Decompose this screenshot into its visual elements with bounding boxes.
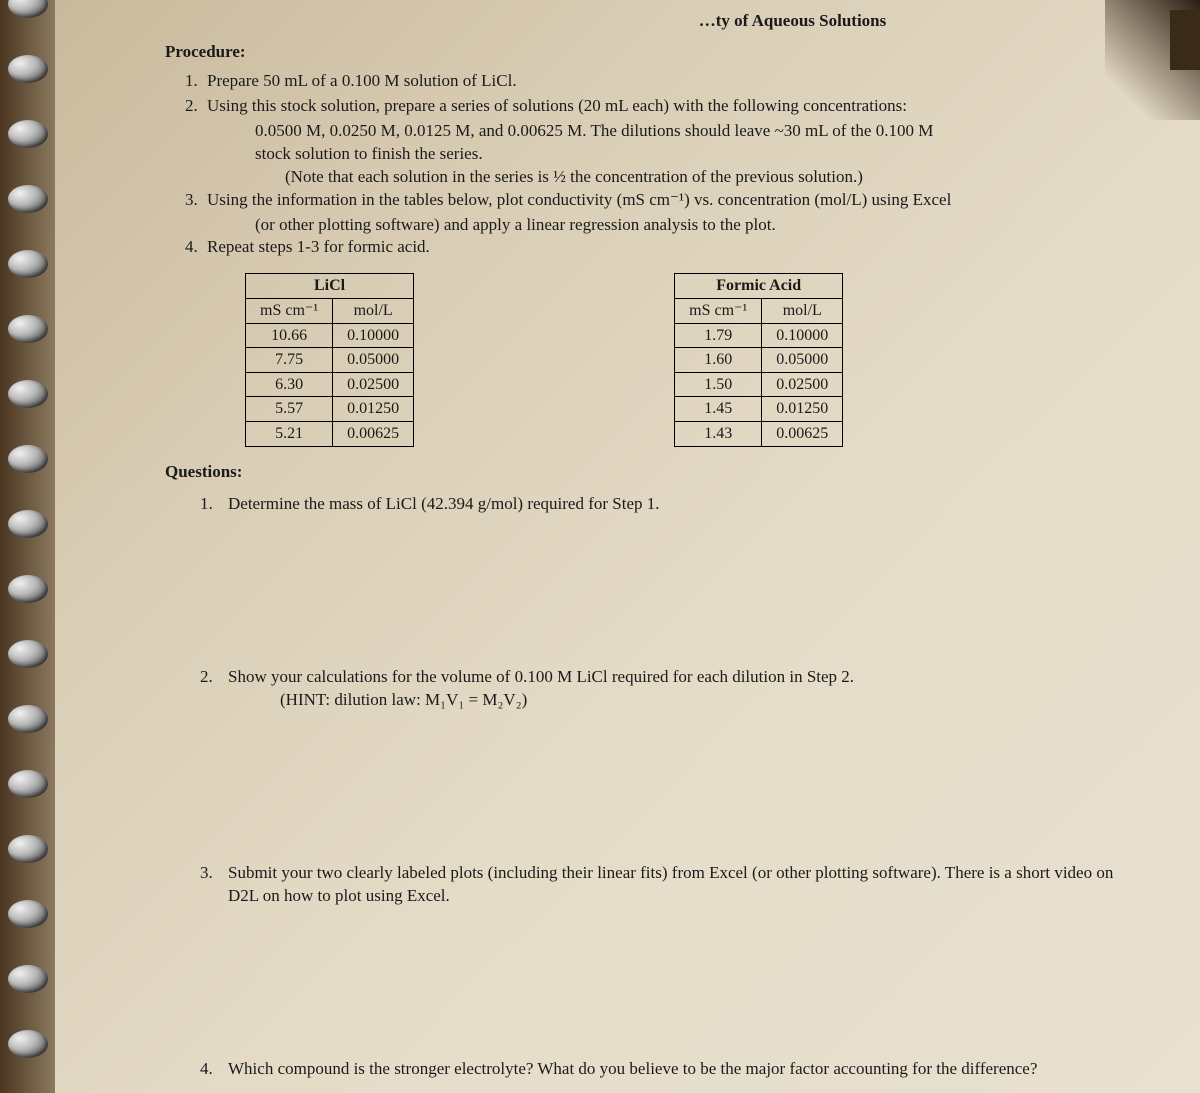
proc-num: 3. [185, 189, 207, 212]
proc-text: Prepare 50 mL of a 0.100 M solution of L… [207, 71, 517, 90]
licl-col2: mol/L [333, 298, 414, 323]
tables-row: LiCl mS cm⁻¹ mol/L 10.660.10000 7.750.05… [245, 273, 1140, 446]
table-row: 7.750.05000 [246, 348, 414, 373]
formic-title: Formic Acid [675, 274, 843, 299]
formic-table: Formic Acid mS cm⁻¹ mol/L 1.790.10000 1.… [674, 273, 843, 446]
question-1: 1.Determine the mass of LiCl (42.394 g/m… [200, 493, 1140, 516]
question-3: 3.Submit your two clearly labeled plots … [200, 862, 1140, 908]
licl-col1: mS cm⁻¹ [246, 298, 333, 323]
table-row: 1.450.01250 [675, 397, 843, 422]
formic-col1: mS cm⁻¹ [675, 298, 762, 323]
table-row: 1.600.05000 [675, 348, 843, 373]
procedure-item-4: 4.Repeat steps 1-3 for formic acid. [185, 236, 1140, 259]
questions-heading: Questions: [165, 461, 1140, 484]
table-row: 1.790.10000 [675, 323, 843, 348]
proc-sub-b: stock solution to finish the series. [255, 143, 1140, 166]
table-row: 6.300.02500 [246, 372, 414, 397]
table-row: 1.500.02500 [675, 372, 843, 397]
formic-col2: mol/L [762, 298, 843, 323]
proc-num: 4. [185, 236, 207, 259]
proc-sub-c: (or other plotting software) and apply a… [255, 214, 1140, 237]
proc-num: 2. [185, 95, 207, 118]
licl-title: LiCl [246, 274, 414, 299]
q-text: Show your calculations for the volume of… [228, 666, 1134, 689]
proc-sub-a: 0.0500 M, 0.0250 M, 0.0125 M, and 0.0062… [255, 120, 1140, 143]
table-row: 5.570.01250 [246, 397, 414, 422]
procedure-heading: Procedure: [165, 41, 1140, 64]
procedure-item-3: 3.Using the information in the tables be… [185, 189, 1140, 212]
q-text: Determine the mass of LiCl (42.394 g/mol… [228, 493, 1134, 516]
table-row: 10.660.10000 [246, 323, 414, 348]
table-row: 1.430.00625 [675, 421, 843, 446]
procedure-item-1: 1.Prepare 50 mL of a 0.100 M solution of… [185, 70, 1140, 93]
q-text: Which compound is the stronger electroly… [228, 1058, 1134, 1081]
proc-num: 1. [185, 70, 207, 93]
q2-hint: (HINT: dilution law: M₁V₁ = M₂V₂) [280, 689, 1140, 712]
spiral-binding [0, 0, 55, 1093]
q-num: 4. [200, 1058, 228, 1081]
proc-text: Using the information in the tables belo… [207, 190, 951, 209]
q-text: Submit your two clearly labeled plots (i… [228, 862, 1134, 908]
q-num: 3. [200, 862, 228, 885]
table-row: 5.210.00625 [246, 421, 414, 446]
licl-table: LiCl mS cm⁻¹ mol/L 10.660.10000 7.750.05… [245, 273, 414, 446]
proc-note: (Note that each solution in the series i… [285, 166, 1140, 189]
question-2: 2.Show your calculations for the volume … [200, 666, 1140, 712]
page-content: …ty of Aqueous Solutions Procedure: 1.Pr… [55, 0, 1200, 1093]
header-fragment: …ty of Aqueous Solutions [445, 10, 1140, 33]
procedure-item-2: 2.Using this stock solution, prepare a s… [185, 95, 1140, 118]
question-4: 4.Which compound is the stronger electro… [200, 1058, 1140, 1081]
q-num: 1. [200, 493, 228, 516]
procedure-list: 1.Prepare 50 mL of a 0.100 M solution of… [185, 70, 1140, 260]
q-num: 2. [200, 666, 228, 689]
proc-text: Repeat steps 1-3 for formic acid. [207, 237, 430, 256]
proc-text: Using this stock solution, prepare a ser… [207, 96, 907, 115]
